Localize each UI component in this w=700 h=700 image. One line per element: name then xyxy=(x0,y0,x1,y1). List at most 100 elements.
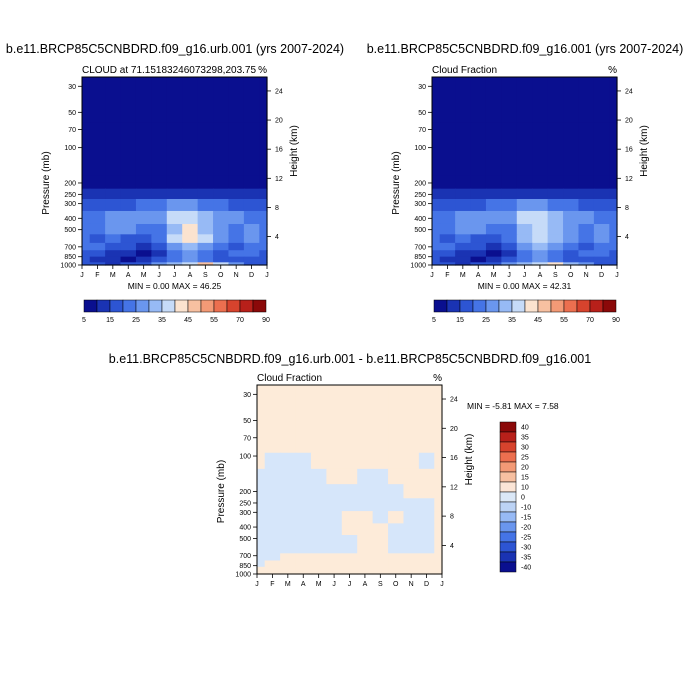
heatmap-cell xyxy=(89,234,106,244)
pressure-tick-label: 300 xyxy=(64,201,76,208)
heatmap-cell xyxy=(434,498,443,512)
height-tick-label: 24 xyxy=(275,88,283,95)
colorbar-label: 15 xyxy=(456,317,464,324)
y-axis-label: Pressure (mb) xyxy=(391,151,402,214)
heatmap-cell xyxy=(135,210,152,225)
heatmap-cell xyxy=(403,484,420,499)
colorbar-label: 35 xyxy=(521,435,529,442)
colorbar-label: 10 xyxy=(521,485,529,492)
heatmap-cell xyxy=(105,262,122,266)
month-tick-label: J xyxy=(440,581,444,588)
heatmap-cell xyxy=(532,188,549,200)
heatmap-cell xyxy=(516,242,533,251)
heatmap-cell xyxy=(532,250,549,258)
colorbar-swatch xyxy=(459,299,474,313)
pressure-tick-label: 1000 xyxy=(410,263,426,270)
chart-title: b.e11.BRCP85C5CNBDRD.f09_g16.001 (yrs 20… xyxy=(367,42,684,56)
heatmap-cell xyxy=(532,77,549,124)
heatmap-cell xyxy=(257,468,266,485)
heatmap-cell xyxy=(516,210,533,225)
heatmap-cell xyxy=(280,468,297,485)
heatmap-cell xyxy=(432,122,441,177)
heatmap-cell xyxy=(439,223,456,235)
pressure-tick-label: 850 xyxy=(414,254,426,261)
heatmap-cell xyxy=(432,262,441,266)
pressure-tick-label: 30 xyxy=(243,392,251,399)
heatmap-cell xyxy=(388,566,405,573)
heatmap-cell xyxy=(105,77,122,124)
heatmap-cell xyxy=(326,468,343,485)
heatmap-cell xyxy=(563,256,580,263)
month-tick-label: A xyxy=(301,581,306,588)
heatmap-cell xyxy=(434,511,443,524)
colorbar-swatch xyxy=(576,299,591,313)
height-tick-label: 20 xyxy=(625,118,633,125)
heatmap-cell xyxy=(120,234,137,244)
heatmap-cell xyxy=(105,242,122,251)
heatmap-cell xyxy=(357,535,374,546)
heatmap-cell xyxy=(264,545,281,554)
heatmap-cell xyxy=(82,256,91,263)
heatmap-cell xyxy=(259,198,268,212)
heatmap-cell xyxy=(135,175,152,190)
heatmap-cell xyxy=(105,256,122,263)
heatmap-cell xyxy=(418,468,435,485)
heatmap-cell xyxy=(418,571,435,575)
colorbar-label: 45 xyxy=(534,317,542,324)
heatmap-cell xyxy=(243,262,260,266)
heatmap-cell xyxy=(485,198,502,212)
heatmap-cell xyxy=(259,234,268,244)
heatmap-cell xyxy=(432,210,441,225)
heatmap-cell xyxy=(485,223,502,235)
heatmap-cell xyxy=(547,210,564,225)
heatmap-cell xyxy=(609,198,618,212)
heatmap-cell xyxy=(547,77,564,124)
colorbar-swatch xyxy=(499,531,517,543)
heatmap-cell xyxy=(532,234,549,244)
heatmap-cell xyxy=(82,250,91,258)
chart-subtitle: Cloud Fraction xyxy=(257,373,322,384)
heatmap-cell xyxy=(259,122,268,177)
height-tick-label: 12 xyxy=(450,484,458,491)
heatmap-cell xyxy=(135,262,152,266)
month-tick-label: M xyxy=(491,272,497,279)
heatmap-cell xyxy=(295,468,312,485)
month-tick-label: J xyxy=(80,272,84,279)
heatmap-cell xyxy=(470,223,487,235)
month-tick-label: J xyxy=(173,272,177,279)
heatmap-cell xyxy=(259,77,268,124)
month-tick-label: N xyxy=(234,272,239,279)
heatmap-cell xyxy=(341,484,358,499)
heatmap-cell xyxy=(310,468,327,485)
colorbar-label: -10 xyxy=(521,505,531,512)
heatmap-cell xyxy=(105,210,122,225)
heatmap-cell xyxy=(228,198,245,212)
heatmap-cell xyxy=(403,545,420,554)
heatmap-cell xyxy=(120,175,137,190)
heatmap-cell xyxy=(372,468,389,485)
heatmap-cell xyxy=(182,234,199,244)
heatmap-cell xyxy=(120,210,137,225)
colorbar-label: 15 xyxy=(521,475,529,482)
heatmap-cell xyxy=(578,262,595,266)
heatmap-cell xyxy=(563,77,580,124)
pressure-tick-label: 70 xyxy=(418,127,426,134)
heatmap-cell xyxy=(259,210,268,225)
heatmap-cell xyxy=(197,250,214,258)
colorbar-swatch xyxy=(499,561,517,573)
pressure-tick-label: 30 xyxy=(68,84,76,91)
heatmap-cell xyxy=(264,414,281,454)
heatmap-cell xyxy=(434,452,443,470)
heatmap-cell xyxy=(418,523,435,536)
heatmap-cell xyxy=(501,175,518,190)
heatmap-cell xyxy=(295,452,312,470)
heatmap-cell xyxy=(501,250,518,258)
heatmap-cell xyxy=(310,535,327,546)
heatmap-cell xyxy=(593,122,610,177)
heatmap-cell xyxy=(485,250,502,258)
colorbar-swatch xyxy=(498,299,513,313)
heatmap-cell xyxy=(439,262,456,266)
heatmap-cell xyxy=(455,210,472,225)
heatmap-cell xyxy=(280,571,297,575)
heatmap-cell xyxy=(563,223,580,235)
